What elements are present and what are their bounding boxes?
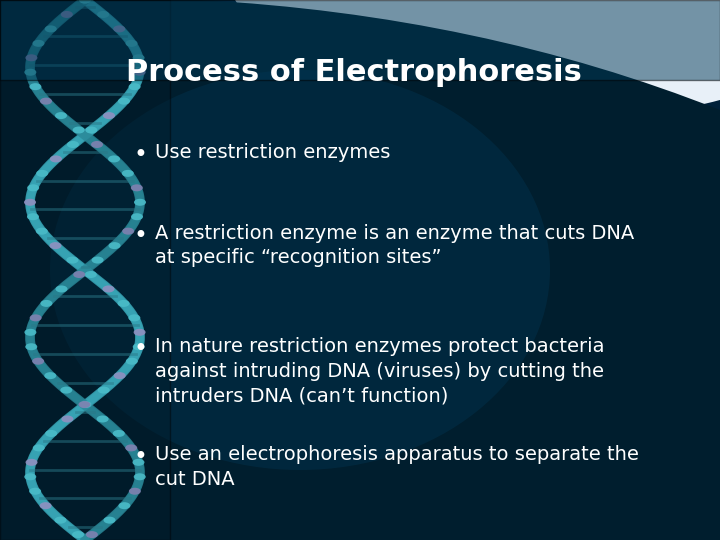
Ellipse shape — [55, 286, 68, 293]
Ellipse shape — [86, 531, 98, 538]
Ellipse shape — [25, 343, 37, 350]
Ellipse shape — [73, 271, 85, 278]
Ellipse shape — [128, 314, 140, 321]
Ellipse shape — [113, 430, 125, 437]
Ellipse shape — [132, 459, 145, 466]
Ellipse shape — [118, 502, 130, 509]
Ellipse shape — [134, 199, 146, 206]
Ellipse shape — [113, 25, 125, 32]
Ellipse shape — [91, 256, 104, 264]
Ellipse shape — [97, 11, 109, 18]
Text: In nature restriction enzymes protect bacteria
against intruding DNA (viruses) b: In nature restriction enzymes protect ba… — [155, 338, 604, 405]
Ellipse shape — [24, 329, 37, 336]
Ellipse shape — [114, 372, 126, 379]
Text: •: • — [133, 224, 148, 248]
Ellipse shape — [25, 459, 37, 466]
Ellipse shape — [61, 415, 73, 422]
Text: A restriction enzyme is an enzyme that cuts DNA
at specific “recognition sites”: A restriction enzyme is an enzyme that c… — [155, 224, 634, 267]
Ellipse shape — [134, 329, 145, 336]
Ellipse shape — [45, 25, 57, 32]
Text: •: • — [133, 338, 148, 361]
Ellipse shape — [45, 372, 56, 379]
Ellipse shape — [85, 271, 96, 278]
Ellipse shape — [36, 170, 48, 177]
Ellipse shape — [29, 488, 41, 495]
Ellipse shape — [131, 184, 143, 191]
Ellipse shape — [109, 242, 120, 249]
Ellipse shape — [30, 314, 42, 321]
Ellipse shape — [24, 473, 36, 480]
Ellipse shape — [55, 112, 67, 119]
Ellipse shape — [96, 415, 109, 422]
Ellipse shape — [122, 228, 134, 235]
Ellipse shape — [24, 69, 36, 76]
Text: Use restriction enzymes: Use restriction enzymes — [155, 143, 390, 162]
Text: Process of Electrophoresis: Process of Electrophoresis — [126, 58, 582, 87]
Ellipse shape — [55, 517, 66, 524]
Ellipse shape — [104, 517, 115, 524]
FancyBboxPatch shape — [0, 0, 720, 80]
Ellipse shape — [125, 40, 138, 47]
Ellipse shape — [118, 98, 130, 105]
Ellipse shape — [25, 55, 37, 62]
Ellipse shape — [50, 242, 61, 249]
Ellipse shape — [134, 69, 145, 76]
Ellipse shape — [40, 502, 52, 509]
Ellipse shape — [40, 98, 52, 105]
Ellipse shape — [67, 141, 79, 148]
Ellipse shape — [132, 343, 145, 350]
Ellipse shape — [220, 0, 720, 120]
Ellipse shape — [117, 300, 130, 307]
Ellipse shape — [72, 531, 84, 538]
Ellipse shape — [45, 430, 57, 437]
Ellipse shape — [134, 473, 145, 480]
Ellipse shape — [103, 112, 115, 119]
Ellipse shape — [131, 213, 143, 220]
Ellipse shape — [98, 387, 109, 394]
Ellipse shape — [86, 126, 97, 133]
Ellipse shape — [60, 387, 72, 394]
Ellipse shape — [79, 0, 91, 3]
Ellipse shape — [79, 0, 91, 3]
Ellipse shape — [73, 126, 85, 133]
Text: Use an electrophoresis apparatus to separate the
cut DNA: Use an electrophoresis apparatus to sepa… — [155, 446, 639, 489]
Ellipse shape — [80, 401, 91, 408]
Ellipse shape — [132, 55, 145, 62]
Ellipse shape — [36, 228, 48, 235]
Ellipse shape — [125, 444, 138, 451]
Ellipse shape — [30, 83, 41, 90]
Ellipse shape — [129, 83, 140, 90]
Ellipse shape — [27, 213, 39, 220]
Ellipse shape — [78, 401, 91, 408]
Ellipse shape — [126, 357, 138, 364]
Text: •: • — [133, 446, 148, 469]
Ellipse shape — [32, 357, 44, 364]
Ellipse shape — [50, 70, 550, 470]
Ellipse shape — [50, 156, 62, 163]
Ellipse shape — [102, 286, 114, 293]
Text: •: • — [133, 143, 148, 167]
Ellipse shape — [27, 184, 39, 191]
Ellipse shape — [24, 199, 36, 206]
Ellipse shape — [32, 40, 45, 47]
Ellipse shape — [66, 256, 78, 264]
Ellipse shape — [40, 300, 53, 307]
FancyBboxPatch shape — [0, 0, 170, 540]
Ellipse shape — [108, 156, 120, 163]
Ellipse shape — [129, 488, 141, 495]
Ellipse shape — [91, 141, 103, 148]
Ellipse shape — [61, 11, 73, 18]
Ellipse shape — [122, 170, 134, 177]
Ellipse shape — [33, 444, 45, 451]
